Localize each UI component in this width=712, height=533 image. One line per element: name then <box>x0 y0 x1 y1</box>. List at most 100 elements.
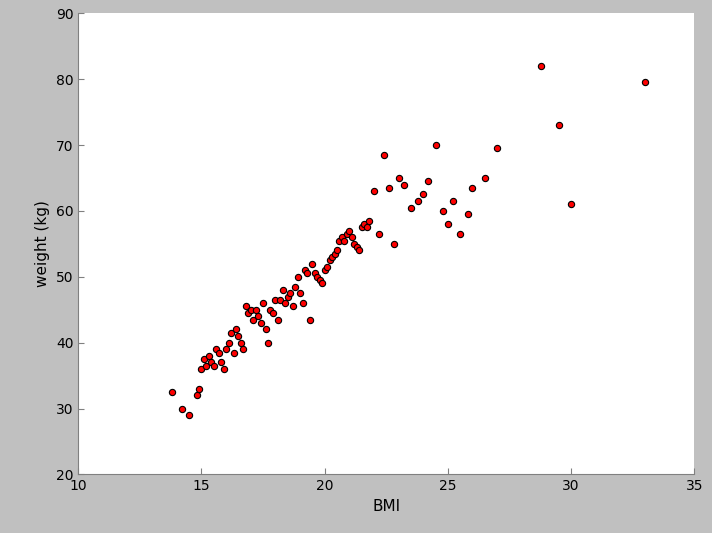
Point <box>265 305 276 314</box>
Point <box>287 302 298 311</box>
Point <box>317 279 328 288</box>
Point <box>462 210 473 219</box>
Point <box>447 197 459 205</box>
Point <box>309 269 320 278</box>
Point <box>349 240 360 248</box>
Point <box>196 365 207 373</box>
Point <box>405 204 417 212</box>
Point <box>437 207 449 215</box>
Point <box>262 338 273 347</box>
Point <box>203 352 214 360</box>
Point <box>326 253 337 261</box>
Point <box>270 296 281 304</box>
Point <box>294 289 305 297</box>
Point <box>321 263 333 271</box>
Point <box>206 358 217 367</box>
Point <box>467 183 478 192</box>
Point <box>398 180 409 189</box>
Point <box>535 62 547 70</box>
Point <box>329 249 340 258</box>
Point <box>228 348 239 357</box>
Point <box>255 319 266 327</box>
Point <box>361 223 372 232</box>
Point <box>344 227 355 235</box>
Point <box>240 302 251 311</box>
Point <box>289 282 300 291</box>
Point <box>166 388 177 397</box>
Point <box>491 144 503 152</box>
Point <box>341 230 352 238</box>
Point <box>304 316 315 324</box>
Point <box>412 197 424 205</box>
Point <box>339 236 350 245</box>
Point <box>176 404 187 413</box>
Point <box>324 256 335 264</box>
Point <box>292 272 303 281</box>
Point <box>299 266 310 274</box>
Point <box>218 365 229 373</box>
Point <box>331 246 342 255</box>
Point <box>373 230 384 238</box>
Point <box>383 183 394 192</box>
Point <box>297 299 308 308</box>
Point <box>479 174 491 182</box>
Point <box>250 305 261 314</box>
Point <box>285 289 296 297</box>
Point <box>238 345 249 353</box>
Point <box>213 348 224 357</box>
Point <box>368 187 379 196</box>
Point <box>363 216 375 225</box>
Point <box>393 174 404 182</box>
Point <box>565 200 577 208</box>
Point <box>260 325 271 334</box>
Point <box>307 260 318 268</box>
Point <box>639 78 651 87</box>
Point <box>216 358 227 367</box>
Point <box>226 328 237 337</box>
Point <box>346 233 357 241</box>
Point <box>378 151 389 159</box>
Point <box>430 141 441 149</box>
Point <box>245 305 256 314</box>
Point <box>358 220 370 228</box>
Point <box>191 391 202 400</box>
Point <box>282 292 293 301</box>
Point <box>336 233 347 241</box>
Point <box>388 240 399 248</box>
Point <box>417 190 429 199</box>
Point <box>233 332 244 341</box>
Point <box>351 243 362 252</box>
Point <box>422 177 434 185</box>
Y-axis label: weight (kg): weight (kg) <box>36 200 51 287</box>
X-axis label: BMI: BMI <box>372 499 400 514</box>
Point <box>454 230 466 238</box>
Point <box>353 246 365 255</box>
Point <box>243 309 254 317</box>
Point <box>277 286 288 294</box>
Point <box>211 345 222 353</box>
Point <box>267 309 278 317</box>
Point <box>208 361 219 370</box>
Point <box>442 220 454 228</box>
Point <box>356 223 367 232</box>
Point <box>312 272 323 281</box>
Point <box>280 299 291 308</box>
Point <box>184 411 195 419</box>
Point <box>258 299 269 308</box>
Point <box>198 355 209 364</box>
Point <box>223 338 234 347</box>
Point <box>201 361 212 370</box>
Point <box>275 296 286 304</box>
Point <box>272 316 283 324</box>
Point <box>314 276 325 284</box>
Point <box>221 345 232 353</box>
Point <box>230 325 241 334</box>
Point <box>553 121 565 130</box>
Point <box>248 316 259 324</box>
Point <box>334 236 345 245</box>
Point <box>194 384 205 393</box>
Point <box>302 269 313 278</box>
Point <box>235 338 246 347</box>
Point <box>319 266 330 274</box>
Point <box>253 312 264 320</box>
